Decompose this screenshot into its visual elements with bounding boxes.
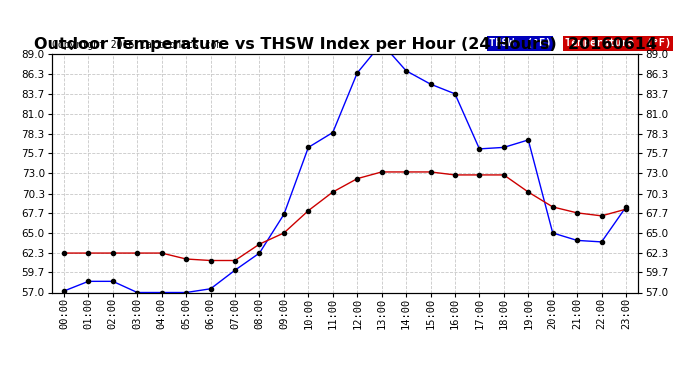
Text: THSW  (°F): THSW (°F) xyxy=(489,38,551,48)
Title: Outdoor Temperature vs THSW Index per Hour (24 Hours)  20160614: Outdoor Temperature vs THSW Index per Ho… xyxy=(34,37,656,52)
Text: Temperature  (°F): Temperature (°F) xyxy=(565,38,671,48)
Text: Copyright 2016 Cartronics.com: Copyright 2016 Cartronics.com xyxy=(52,40,222,50)
